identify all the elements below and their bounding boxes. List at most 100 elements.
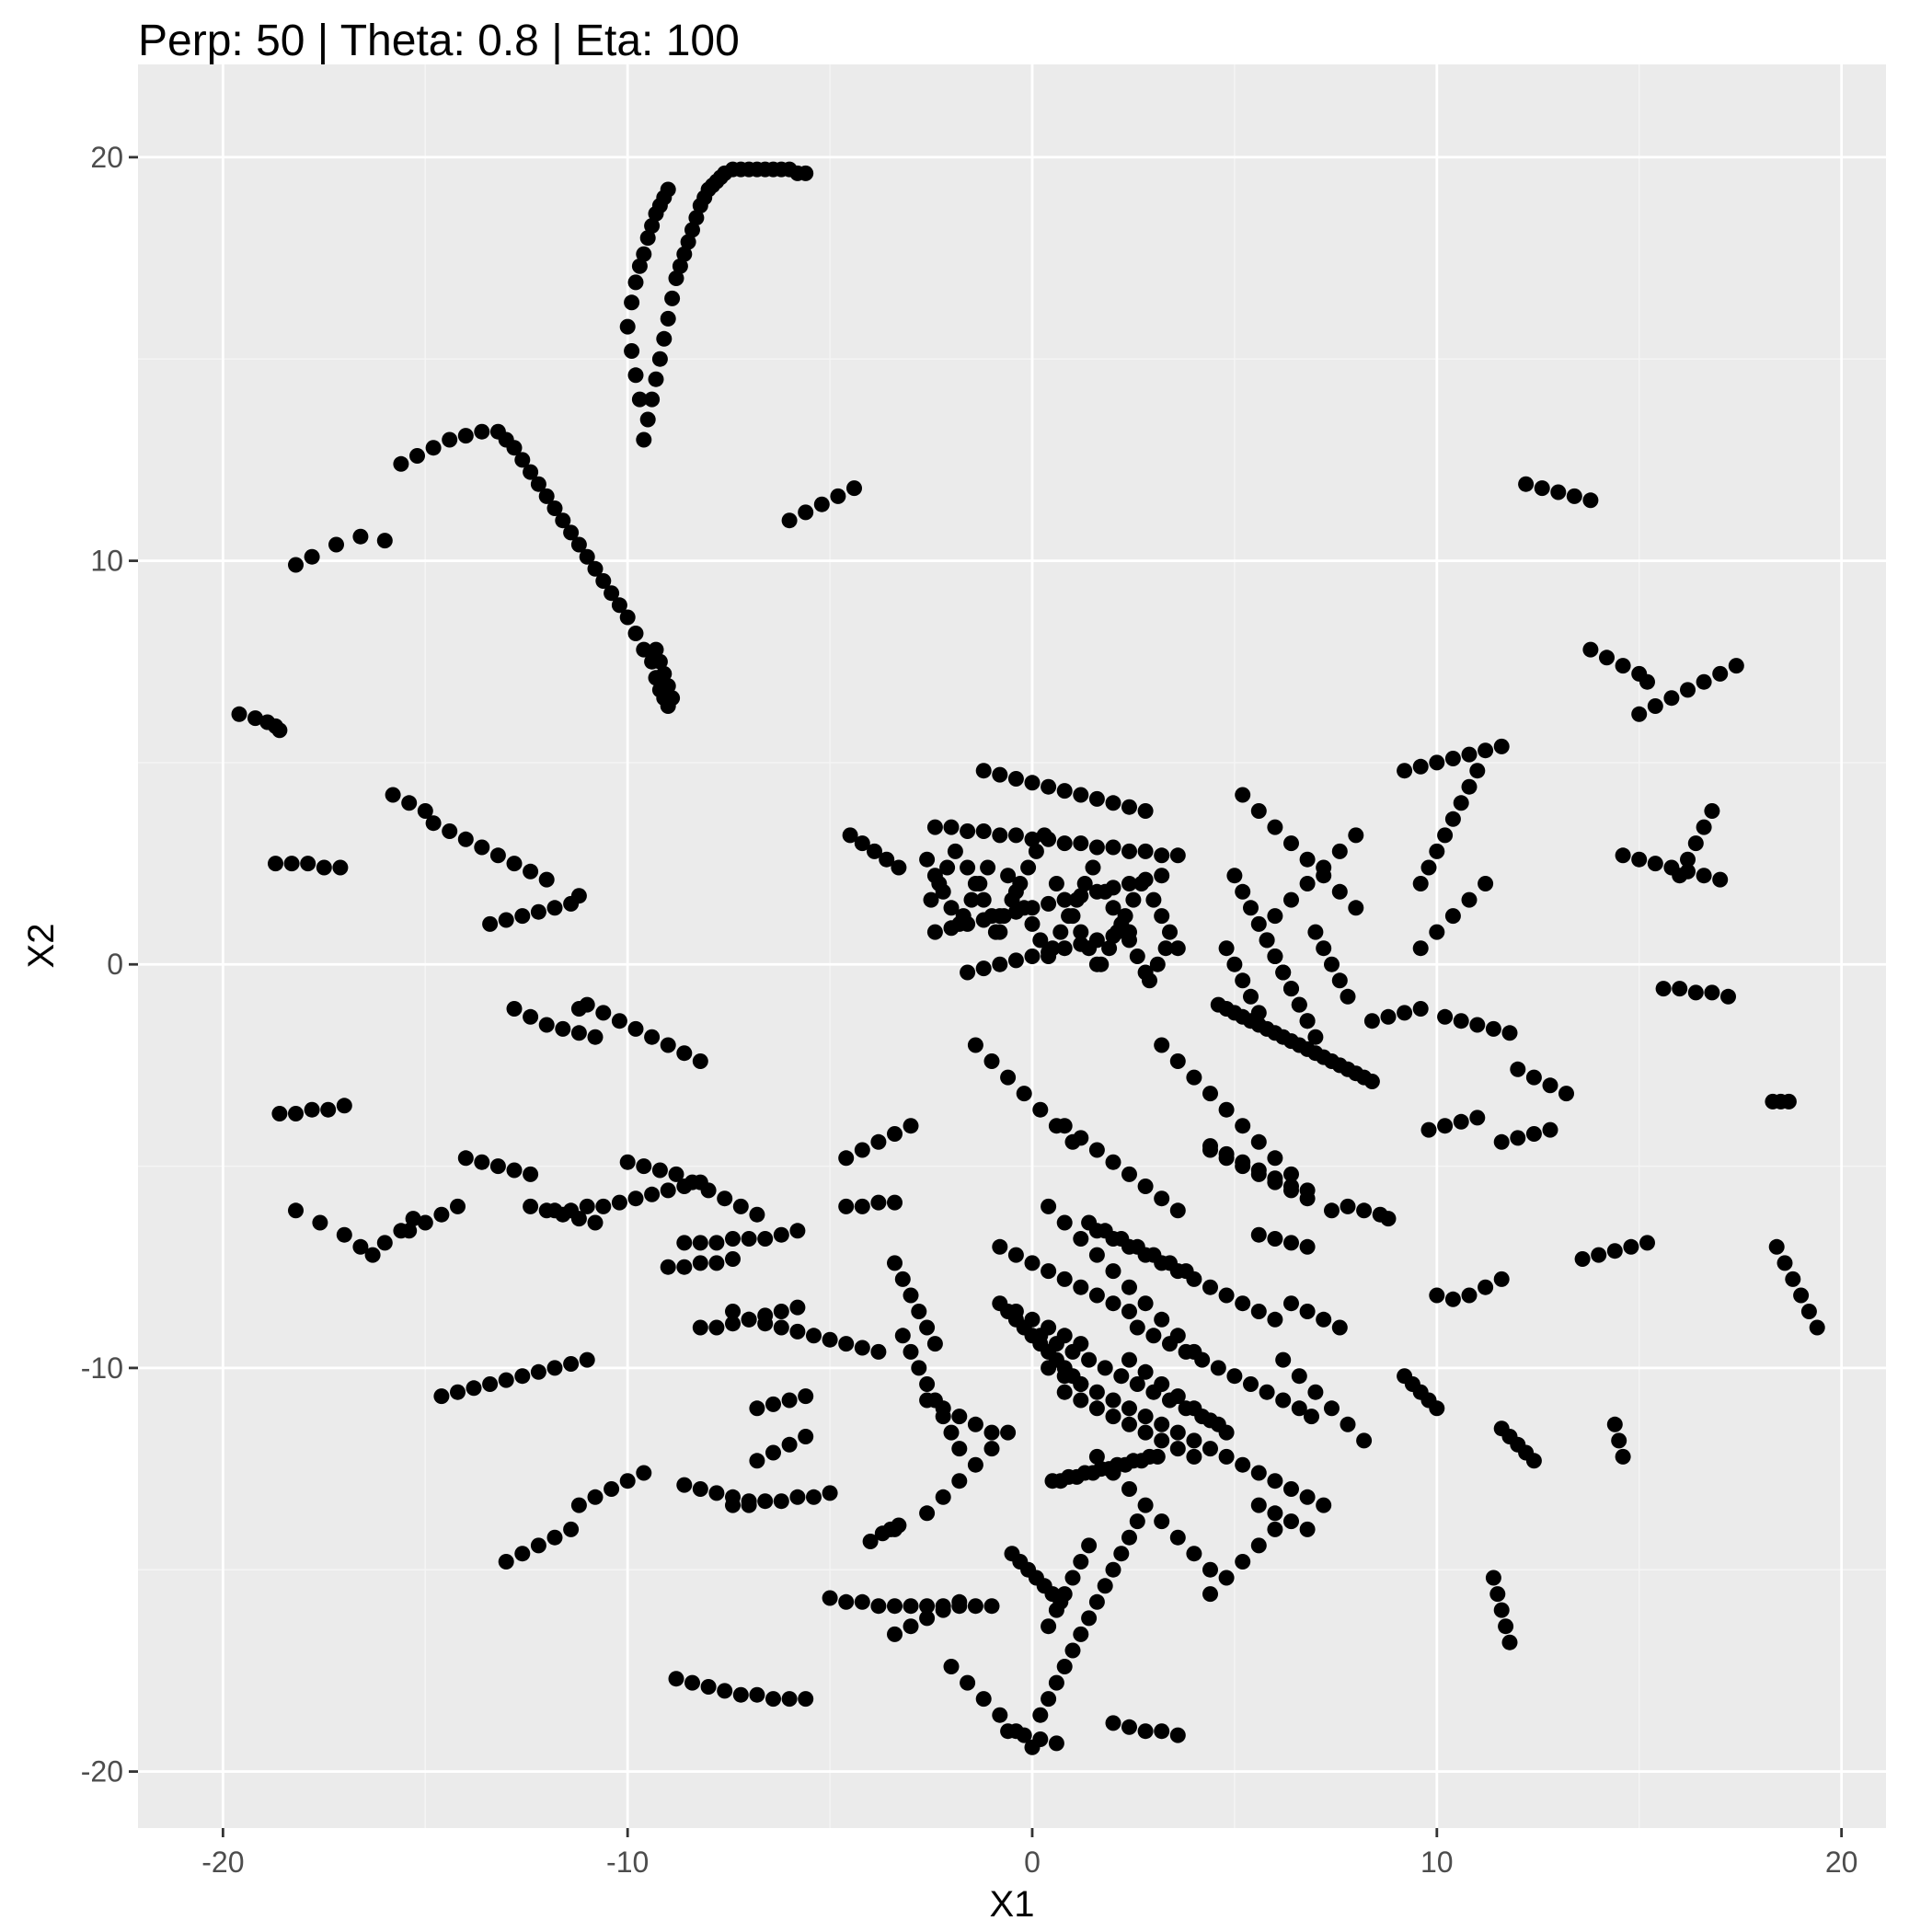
data-point — [1558, 1086, 1574, 1102]
data-point — [1169, 1529, 1186, 1546]
data-point — [700, 1679, 717, 1695]
data-point — [1121, 1351, 1137, 1368]
data-point — [887, 1255, 903, 1271]
data-point — [1420, 859, 1437, 876]
data-point — [1226, 868, 1243, 884]
data-point — [644, 1186, 661, 1202]
data-point — [1169, 1263, 1186, 1280]
data-point — [1412, 940, 1429, 957]
y-axis-title: X2 — [21, 924, 62, 969]
data-point — [1020, 859, 1037, 876]
data-point — [651, 1162, 668, 1179]
data-point — [1615, 847, 1631, 864]
data-point — [1085, 859, 1101, 876]
data-point — [692, 1481, 708, 1497]
data-point — [911, 1304, 927, 1319]
data-point — [846, 480, 862, 497]
data-point — [1024, 949, 1041, 964]
data-point — [1696, 868, 1712, 884]
data-point — [870, 1598, 887, 1615]
data-point — [1169, 1053, 1186, 1069]
data-point — [1056, 1659, 1073, 1674]
data-point — [867, 843, 882, 859]
data-point — [854, 1593, 870, 1610]
data-point — [312, 1214, 328, 1231]
data-point — [684, 222, 700, 238]
data-point — [442, 823, 458, 839]
data-point — [975, 763, 992, 779]
data-point — [798, 1691, 814, 1708]
data-point — [1304, 1409, 1319, 1425]
data-point — [1154, 1037, 1170, 1053]
data-point — [619, 318, 636, 335]
data-point — [862, 1534, 879, 1549]
data-point — [1283, 981, 1299, 997]
data-point — [1299, 1238, 1316, 1255]
data-point — [773, 1226, 789, 1243]
data-point — [1004, 891, 1020, 908]
data-point — [1324, 1400, 1340, 1417]
data-point — [442, 431, 458, 448]
data-point — [530, 1537, 546, 1554]
data-point — [1121, 1304, 1137, 1319]
data-point — [546, 1360, 563, 1376]
data-point — [563, 1356, 580, 1372]
data-point — [1073, 1231, 1089, 1247]
data-point — [639, 411, 656, 428]
data-point — [579, 1198, 595, 1214]
data-point — [1420, 1121, 1437, 1138]
data-point — [1542, 1121, 1558, 1138]
data-point — [498, 1372, 514, 1388]
data-point — [1137, 1497, 1154, 1513]
data-point — [393, 455, 409, 472]
data-point — [935, 1489, 951, 1505]
data-point — [1453, 795, 1469, 811]
data-point — [1169, 1441, 1186, 1457]
data-point — [627, 626, 644, 641]
data-point — [1363, 1074, 1380, 1089]
data-point — [611, 1013, 627, 1029]
data-point — [1073, 1376, 1089, 1392]
data-point — [1704, 984, 1720, 1001]
data-point — [1429, 843, 1445, 859]
data-point — [546, 500, 563, 516]
data-point — [725, 1251, 741, 1267]
data-point — [749, 1686, 765, 1703]
data-point — [854, 1340, 870, 1356]
data-point — [1149, 956, 1166, 972]
data-point — [1275, 1392, 1292, 1409]
data-point — [1493, 738, 1510, 754]
data-point — [1663, 690, 1680, 707]
data-point — [854, 835, 870, 852]
data-point — [870, 1133, 887, 1150]
data-point — [1137, 1363, 1154, 1380]
data-point — [951, 1441, 968, 1457]
data-point — [288, 1202, 304, 1219]
data-point — [1728, 658, 1744, 674]
data-point — [514, 908, 531, 925]
data-point — [624, 343, 640, 359]
data-point — [651, 653, 668, 670]
data-point — [604, 585, 620, 602]
data-point — [619, 1473, 636, 1489]
data-point — [1129, 1376, 1145, 1392]
data-point — [975, 960, 992, 977]
data-point — [530, 1363, 546, 1380]
data-point — [1444, 908, 1461, 925]
data-point — [1137, 1723, 1154, 1740]
data-point — [514, 1368, 531, 1385]
data-point — [1226, 1368, 1243, 1385]
x-tick-label: -10 — [606, 1846, 649, 1879]
data-point — [672, 258, 688, 274]
data-point — [595, 1198, 612, 1214]
data-point — [1105, 1409, 1121, 1425]
data-point — [1186, 1271, 1202, 1287]
data-point — [595, 573, 612, 589]
data-point — [943, 920, 960, 937]
data-point — [1267, 949, 1283, 964]
data-point — [992, 827, 1008, 844]
data-point — [1137, 1247, 1154, 1263]
data-point — [1121, 843, 1137, 859]
data-point — [798, 1388, 814, 1405]
data-point — [813, 496, 830, 512]
